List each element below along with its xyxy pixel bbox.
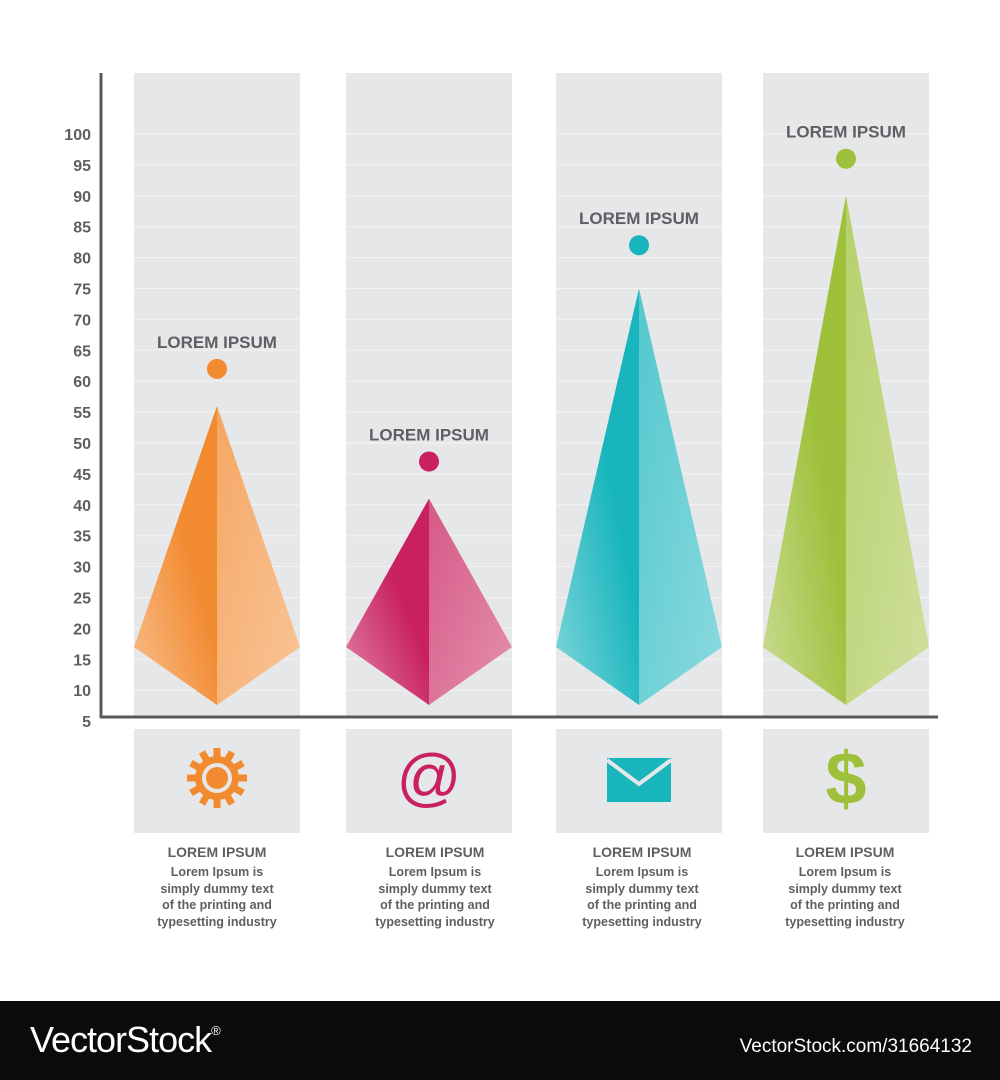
column-caption: LOREM IPSUM xyxy=(795,844,895,860)
at-sign-icon: @ xyxy=(397,741,462,813)
column-description: Lorem Ipsum is simply dummy text of the … xyxy=(735,864,955,930)
y-tick-label: 65 xyxy=(73,343,91,360)
y-tick-label: 95 xyxy=(73,158,91,175)
pyramid-chart: 5 10 15 20 25 30 35 40 45 50 55 60 65 70 75 80 85 90 95 100… xyxy=(64,73,938,833)
pyramid-bar xyxy=(134,405,300,705)
y-tick-label: 45 xyxy=(73,467,91,484)
description-line: of the printing and xyxy=(790,898,900,912)
column-description: Lorem Ipsum is simply dummy text of the … xyxy=(325,864,545,930)
column-caption: LOREM IPSUM xyxy=(167,844,267,860)
dollar-icon: $ xyxy=(825,737,866,820)
at-sign-icon-glyph: @ xyxy=(397,741,462,813)
y-tick-label: 50 xyxy=(73,436,91,453)
column-description: Lorem Ipsum is simply dummy text of the … xyxy=(107,864,327,930)
column-caption: LOREM IPSUM xyxy=(592,844,692,860)
description-line: simply dummy text xyxy=(585,881,699,896)
y-tick-label: 85 xyxy=(73,220,91,237)
pyramid-right-face xyxy=(429,498,512,705)
image-id-text: VectorStock.com/31664132 xyxy=(739,1036,972,1057)
pyramid-left-face xyxy=(134,405,217,705)
column-caption: LOREM IPSUM xyxy=(385,844,485,860)
y-tick-label: 15 xyxy=(73,652,91,669)
gear-icon xyxy=(187,748,247,808)
description-line: typesetting industry xyxy=(375,914,495,929)
envelope-flap xyxy=(605,758,673,787)
pyramid-left-face xyxy=(346,498,429,705)
data-label: LOREM IPSUM xyxy=(786,123,906,142)
y-tick-label: 25 xyxy=(73,591,91,608)
pyramid-bar xyxy=(346,498,512,705)
y-tick-label: 40 xyxy=(73,498,91,515)
pyramid-left-face xyxy=(556,288,639,705)
description-line: Lorem Ipsum is xyxy=(388,865,482,879)
description-line: of the printing and xyxy=(587,898,697,912)
value-marker-dot xyxy=(419,451,439,472)
gear-tooth xyxy=(213,798,221,808)
pyramid-left-face xyxy=(763,195,846,706)
description-line: of the printing and xyxy=(380,898,490,912)
y-tick-label: 5 xyxy=(82,714,91,731)
description-line: Lorem Ipsum is xyxy=(595,865,689,879)
data-label: LOREM IPSUM xyxy=(157,333,277,352)
data-label: LOREM IPSUM xyxy=(369,426,489,445)
description-line: simply dummy text xyxy=(788,881,902,896)
data-label: LOREM IPSUM xyxy=(579,209,699,228)
icon-panel xyxy=(346,729,512,833)
pyramid-right-face xyxy=(639,288,722,705)
value-marker-dot xyxy=(629,235,649,256)
description-line: of the printing and xyxy=(162,898,272,912)
y-tick-label: 75 xyxy=(73,282,91,299)
gear-hub xyxy=(206,767,228,789)
dollar-icon-glyph: $ xyxy=(825,737,866,820)
gear-tooth xyxy=(237,774,247,782)
pyramid-right-face xyxy=(846,195,929,706)
icon-panel xyxy=(763,729,929,833)
y-tick-label: 90 xyxy=(73,189,91,206)
y-tick-label: 60 xyxy=(73,374,91,391)
y-tick-label: 30 xyxy=(73,560,91,577)
gear-tooth xyxy=(187,774,197,782)
y-tick-label: 70 xyxy=(73,312,91,329)
description-line: typesetting industry xyxy=(785,914,905,929)
pyramid-bar xyxy=(763,195,929,706)
envelope-icon xyxy=(605,758,673,802)
brand-name: VectorStock xyxy=(30,1019,212,1060)
brand-logo: VectorStock® xyxy=(30,1019,221,1061)
envelope-body xyxy=(607,758,671,802)
y-tick-label: 80 xyxy=(73,251,91,268)
pyramid-right-face xyxy=(217,405,300,705)
y-tick-label: 100 xyxy=(64,127,91,144)
value-marker-dot xyxy=(207,358,227,379)
description-line: simply dummy text xyxy=(378,881,492,896)
y-tick-label: 20 xyxy=(73,621,91,638)
column-description: Lorem Ipsum is simply dummy text of the … xyxy=(532,864,752,930)
value-marker-dot xyxy=(836,148,856,169)
y-tick-label: 10 xyxy=(73,683,91,700)
watermark-footer: VectorStock® VectorStock.com/31664132 xyxy=(0,1001,1000,1080)
y-tick-label: 55 xyxy=(73,405,91,422)
y-tick-label: 35 xyxy=(73,529,91,546)
gear-tooth xyxy=(213,748,221,758)
description-line: typesetting industry xyxy=(157,914,277,929)
description-line: simply dummy text xyxy=(160,881,274,896)
description-line: typesetting industry xyxy=(582,914,702,929)
description-line: Lorem Ipsum is xyxy=(798,865,892,879)
description-line: Lorem Ipsum is xyxy=(170,865,264,879)
pyramid-bar xyxy=(556,288,722,705)
registered-mark: ® xyxy=(211,1023,221,1038)
